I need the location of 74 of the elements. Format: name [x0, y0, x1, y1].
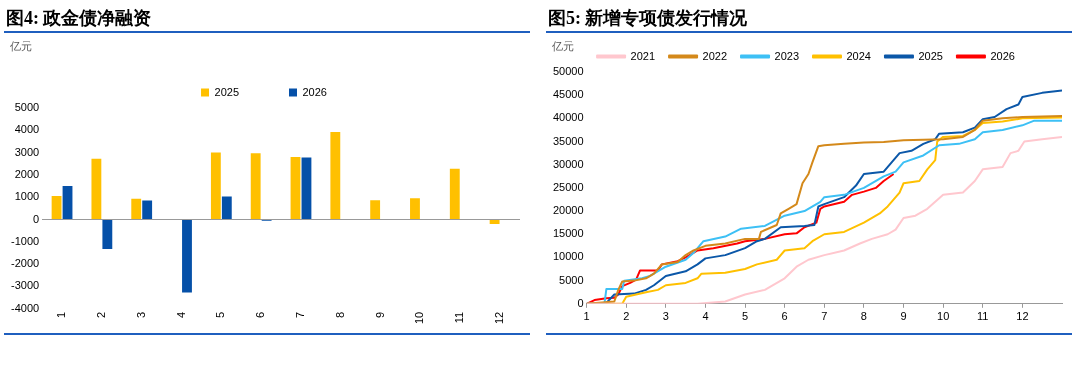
- bar: [290, 157, 301, 220]
- x-tick-label: 5: [742, 310, 749, 323]
- y-tick-label: 50000: [552, 65, 584, 78]
- chart-title: 图5: 新增专项债发行情况: [546, 0, 1072, 33]
- legend-label: 2023: [774, 49, 800, 62]
- y-tick-label: 40000: [552, 111, 584, 124]
- y-tick-label: 20000: [552, 204, 584, 217]
- x-tick-label: 1: [55, 311, 68, 318]
- y-tick-label: 0: [33, 212, 40, 225]
- legend-label: 2026: [990, 49, 1015, 62]
- x-tick-label: 2: [623, 310, 630, 323]
- bar: [210, 152, 221, 220]
- y-tick-label: -1000: [10, 234, 40, 247]
- x-tick-label: 11: [977, 310, 989, 323]
- x-tick-label: 12: [493, 311, 506, 325]
- bar: [330, 132, 341, 220]
- x-tick-label: 5: [214, 311, 227, 318]
- x-tick-label: 9: [900, 310, 907, 323]
- x-tick-label: 4: [174, 311, 187, 318]
- chart-title: 图4: 政金债净融资: [4, 0, 530, 33]
- bar: [91, 158, 102, 220]
- y-tick-label: -3000: [10, 279, 40, 292]
- y-tick-label: 30000: [552, 157, 584, 170]
- y-tick-label: -4000: [10, 301, 40, 314]
- y-tick-label: 5000: [14, 101, 40, 114]
- x-tick-label: 8: [333, 311, 346, 318]
- x-tick-label: 12: [1016, 310, 1029, 323]
- bar: [182, 220, 192, 293]
- x-tick-label: 2: [94, 311, 107, 318]
- x-tick-label: 10: [413, 311, 426, 325]
- x-tick-label: 11: [453, 311, 466, 324]
- bar: [449, 168, 460, 220]
- y-tick-label: 1000: [14, 190, 40, 203]
- y-tick-label: 2000: [14, 167, 40, 180]
- y-tick-label: 3000: [14, 145, 40, 158]
- y-tick-label: -2000: [10, 257, 40, 270]
- y-tick-label: 25000: [552, 180, 584, 193]
- bar: [51, 196, 62, 220]
- y-axis-title: 亿元: [551, 39, 574, 53]
- x-tick-label: 8: [860, 310, 867, 323]
- x-tick-label: 4: [702, 310, 709, 323]
- bar: [301, 157, 312, 220]
- bar: [142, 200, 153, 220]
- legend-label: 2026: [302, 85, 327, 98]
- bar: [131, 198, 142, 220]
- bar: [250, 153, 261, 220]
- x-tick-label: 10: [937, 310, 950, 323]
- y-tick-label: 0: [577, 296, 584, 309]
- x-tick-label: 6: [254, 311, 267, 318]
- legend-label: 2024: [846, 49, 871, 62]
- legend-label: 2025: [214, 85, 240, 98]
- legend-label: 2022: [702, 49, 728, 62]
- y-tick-label: 35000: [552, 134, 584, 147]
- x-tick-label: 7: [294, 311, 307, 318]
- bar: [102, 220, 113, 249]
- y-tick-label: 4000: [14, 123, 40, 136]
- bar: [62, 186, 73, 220]
- y-axis-title: 亿元: [9, 39, 32, 53]
- x-tick-label: 7: [821, 310, 828, 323]
- y-tick-label: 45000: [552, 88, 584, 101]
- x-tick-label: 9: [373, 311, 386, 318]
- y-tick-label: 5000: [559, 273, 584, 286]
- bar: [221, 196, 232, 220]
- y-tick-label: 10000: [552, 250, 584, 263]
- x-tick-label: 6: [781, 310, 788, 323]
- legend-label: 2021: [630, 49, 656, 62]
- x-tick-label: 3: [662, 310, 669, 323]
- x-tick-label: 1: [583, 310, 590, 323]
- legend-label: 2025: [918, 49, 943, 62]
- y-tick-label: 15000: [552, 227, 584, 240]
- bar: [489, 220, 500, 224]
- bar: [410, 198, 420, 220]
- x-tick-label: 3: [134, 311, 147, 318]
- bar: [370, 200, 381, 220]
